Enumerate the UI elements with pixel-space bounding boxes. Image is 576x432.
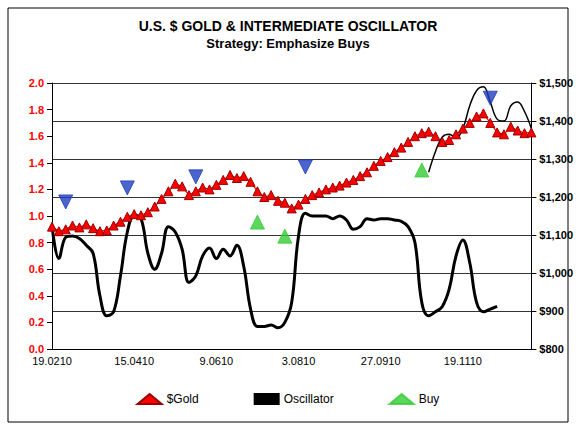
svg-text:$800: $800 [539, 343, 563, 355]
svg-text:Strategy: Emphasize Buys: Strategy: Emphasize Buys [206, 36, 369, 51]
svg-text:Oscillator: Oscillator [284, 392, 334, 406]
svg-text:15.0410: 15.0410 [114, 355, 154, 367]
svg-text:1.6: 1.6 [29, 130, 44, 142]
svg-text:2.0: 2.0 [29, 77, 44, 89]
svg-text:U.S. $ GOLD & INTERMEDIATE OSC: U.S. $ GOLD & INTERMEDIATE OSCILLATOR [139, 18, 438, 34]
svg-text:$900: $900 [539, 305, 563, 317]
svg-text:0.6: 0.6 [29, 263, 44, 275]
svg-text:$1,200: $1,200 [539, 191, 573, 203]
svg-text:0.8: 0.8 [29, 237, 44, 249]
svg-text:$1,400: $1,400 [539, 115, 573, 127]
svg-text:$1,100: $1,100 [539, 229, 573, 241]
svg-text:0.0: 0.0 [29, 343, 44, 355]
svg-text:19.0210: 19.0210 [32, 355, 72, 367]
svg-text:1.0: 1.0 [29, 210, 44, 222]
svg-text:1.4: 1.4 [29, 157, 45, 169]
svg-text:1.8: 1.8 [29, 104, 44, 116]
svg-text:$1,300: $1,300 [539, 153, 573, 165]
svg-text:3.0810: 3.0810 [282, 355, 316, 367]
svg-text:19.1110: 19.1110 [444, 355, 482, 367]
svg-text:0.4: 0.4 [29, 290, 45, 302]
svg-text:0.2: 0.2 [29, 316, 44, 328]
svg-text:Buy: Buy [419, 392, 440, 406]
svg-text:$1,000: $1,000 [539, 267, 573, 279]
svg-text:1.2: 1.2 [29, 183, 44, 195]
svg-text:$1,500: $1,500 [539, 77, 573, 89]
svg-text:9.0610: 9.0610 [200, 355, 234, 367]
svg-text:27.0910: 27.0910 [361, 355, 401, 367]
svg-text:$Gold: $Gold [167, 392, 199, 406]
